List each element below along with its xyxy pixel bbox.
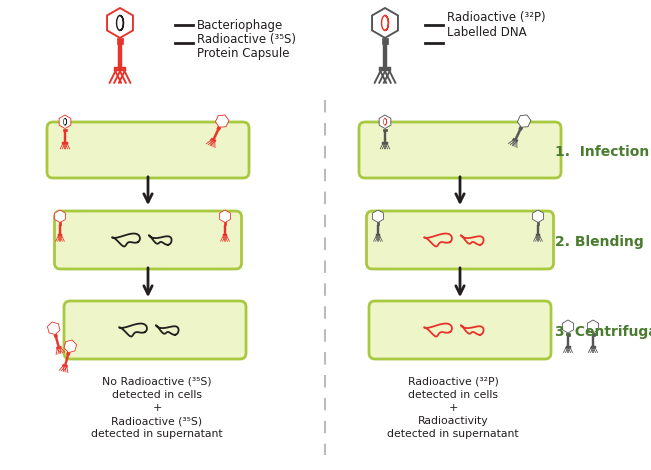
Bar [377, 225, 379, 235]
Bar [566, 345, 570, 347]
Polygon shape [219, 210, 230, 222]
Polygon shape [66, 352, 70, 355]
Bar [62, 141, 68, 144]
FancyBboxPatch shape [47, 122, 249, 178]
Bar [64, 131, 66, 141]
Bar [384, 131, 386, 141]
Bar [537, 225, 539, 235]
Polygon shape [512, 138, 518, 142]
Bar [567, 336, 569, 345]
Polygon shape [217, 126, 221, 130]
Polygon shape [372, 210, 383, 222]
Text: 1.  Infection: 1. Infection [555, 145, 649, 159]
Bar [223, 222, 227, 225]
Text: detected in supernatant: detected in supernatant [91, 429, 223, 439]
Text: detected in cells: detected in cells [408, 390, 498, 400]
FancyBboxPatch shape [55, 211, 242, 269]
Bar [117, 38, 124, 44]
Bar [383, 128, 387, 131]
Text: Protein Capsule: Protein Capsule [197, 47, 290, 60]
Polygon shape [562, 320, 574, 333]
Bar [118, 44, 122, 67]
Text: detected in supernatant: detected in supernatant [387, 429, 519, 439]
Polygon shape [64, 340, 77, 352]
Text: Radioactive (³⁵S): Radioactive (³⁵S) [197, 32, 296, 46]
Text: Bacteriophage: Bacteriophage [197, 18, 283, 31]
FancyBboxPatch shape [64, 301, 246, 359]
Bar [376, 235, 380, 236]
Polygon shape [519, 126, 523, 130]
Bar [592, 336, 594, 345]
FancyBboxPatch shape [367, 211, 553, 269]
Text: Labelled DNA: Labelled DNA [447, 25, 527, 39]
Text: Radioactive (³²P): Radioactive (³²P) [408, 377, 499, 387]
Bar [63, 128, 66, 131]
Bar [59, 225, 61, 235]
Polygon shape [372, 8, 398, 38]
Polygon shape [210, 138, 216, 142]
Polygon shape [59, 115, 71, 128]
Polygon shape [379, 115, 391, 128]
Polygon shape [215, 115, 229, 127]
Bar [381, 38, 389, 44]
Bar [383, 44, 387, 67]
Bar [590, 345, 596, 347]
Text: Radioactive (³⁵S): Radioactive (³⁵S) [111, 416, 202, 426]
Polygon shape [55, 337, 59, 347]
Text: No Radioactive (³⁵S): No Radioactive (³⁵S) [102, 377, 212, 387]
Bar [566, 333, 570, 336]
Polygon shape [107, 8, 133, 38]
Text: +: + [152, 403, 161, 413]
Bar [59, 222, 61, 225]
Polygon shape [54, 334, 57, 337]
Bar [592, 333, 594, 336]
Polygon shape [587, 320, 599, 333]
Text: detected in cells: detected in cells [112, 390, 202, 400]
Bar [376, 222, 380, 225]
Bar [380, 67, 391, 71]
FancyBboxPatch shape [369, 301, 551, 359]
Polygon shape [515, 129, 521, 140]
Polygon shape [533, 210, 544, 222]
Text: Radioactive (³²P): Radioactive (³²P) [447, 11, 546, 24]
Bar [224, 225, 226, 235]
FancyBboxPatch shape [359, 122, 561, 178]
Text: +: + [449, 403, 458, 413]
Polygon shape [62, 364, 68, 367]
Bar [536, 222, 540, 225]
Text: 2. Blending: 2. Blending [555, 235, 644, 249]
Bar [382, 141, 387, 144]
Text: 3. Centrifugation: 3. Centrifugation [555, 325, 651, 339]
Polygon shape [56, 346, 62, 349]
Polygon shape [55, 210, 65, 222]
Bar [57, 235, 62, 236]
Polygon shape [213, 129, 219, 140]
Polygon shape [64, 355, 69, 365]
Polygon shape [48, 322, 60, 335]
Bar [223, 235, 227, 236]
Bar [536, 235, 540, 236]
Polygon shape [518, 115, 531, 127]
Text: Radioactivity: Radioactivity [418, 416, 488, 426]
Bar [114, 67, 126, 71]
